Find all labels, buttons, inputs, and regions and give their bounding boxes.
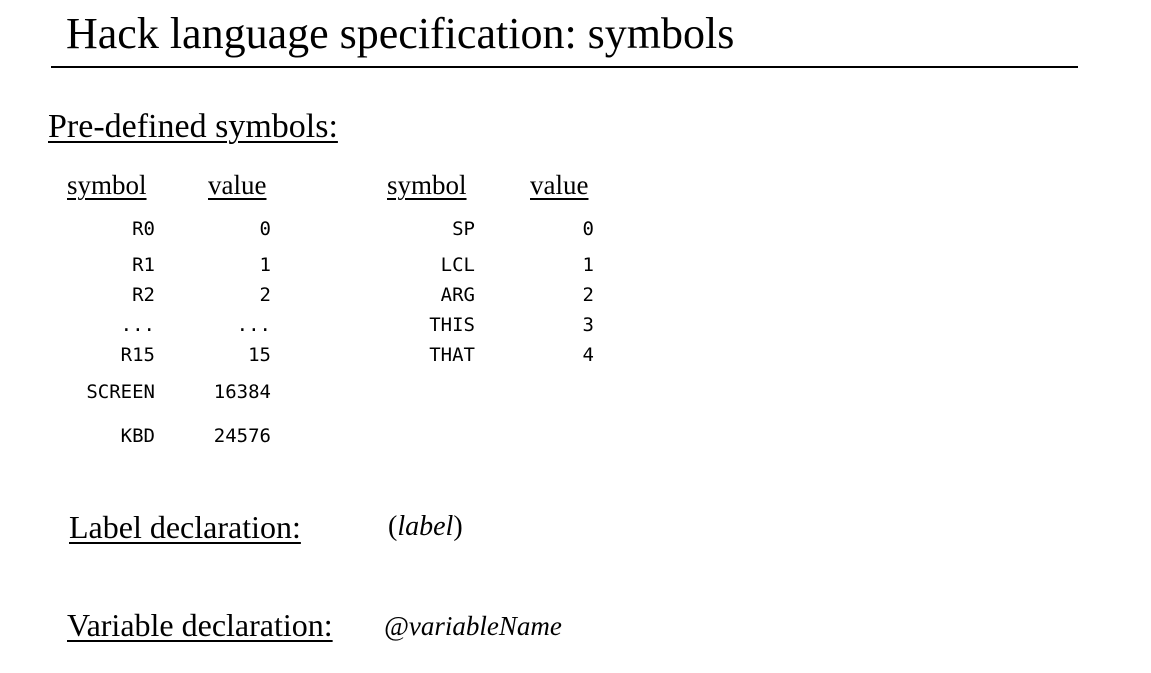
right-value-cell: 4 <box>582 344 594 366</box>
left-symbol-cell: R0 <box>132 218 155 240</box>
left-symbol-cell: R15 <box>120 344 155 366</box>
left-value-cell: 24576 <box>213 425 271 447</box>
right-value-cell: 3 <box>582 314 594 336</box>
variable-declaration-syntax: @variableName <box>384 611 562 641</box>
left-value-cell: ... <box>236 314 271 336</box>
left-value-cell: 1 <box>259 254 271 276</box>
right-symbol-cell: THAT <box>429 344 475 366</box>
page-title: Hack language specification: symbols <box>66 9 735 58</box>
label-syntax-text: label <box>397 511 454 542</box>
left-symbol-cell: R2 <box>132 284 155 306</box>
right-symbol-cell: SP <box>452 218 475 240</box>
left-value-cell: 2 <box>259 284 271 306</box>
right-value-cell: 1 <box>582 254 594 276</box>
right-value-header: value <box>530 170 589 200</box>
right-value-cell: 0 <box>582 218 594 240</box>
right-symbol-cell: LCL <box>440 254 475 276</box>
predefined-symbols-heading: Pre-defined symbols: <box>48 108 338 145</box>
label-open-paren: ( <box>388 511 398 542</box>
left-symbol-cell: ... <box>120 314 155 336</box>
label-declaration-heading: Label declaration: <box>69 509 301 545</box>
label-close-paren: ) <box>453 511 463 542</box>
left-value-cell: 0 <box>259 218 271 240</box>
title-divider <box>51 66 1078 68</box>
right-symbol-header: symbol <box>387 170 467 200</box>
left-value-cell: 15 <box>248 344 271 366</box>
right-symbol-cell: THIS <box>429 314 475 336</box>
left-symbol-cell: KBD <box>120 425 155 447</box>
right-symbol-cell: ARG <box>440 284 475 306</box>
right-value-cell: 2 <box>582 284 594 306</box>
left-value-header: value <box>208 170 267 200</box>
left-symbol-cell: R1 <box>132 254 155 276</box>
variable-declaration-heading: Variable declaration: <box>67 607 333 643</box>
left-symbol-cell: SCREEN <box>86 381 155 403</box>
left-symbol-header: symbol <box>67 170 147 200</box>
label-declaration-syntax: (label) <box>388 510 463 544</box>
left-value-cell: 16384 <box>213 381 271 403</box>
